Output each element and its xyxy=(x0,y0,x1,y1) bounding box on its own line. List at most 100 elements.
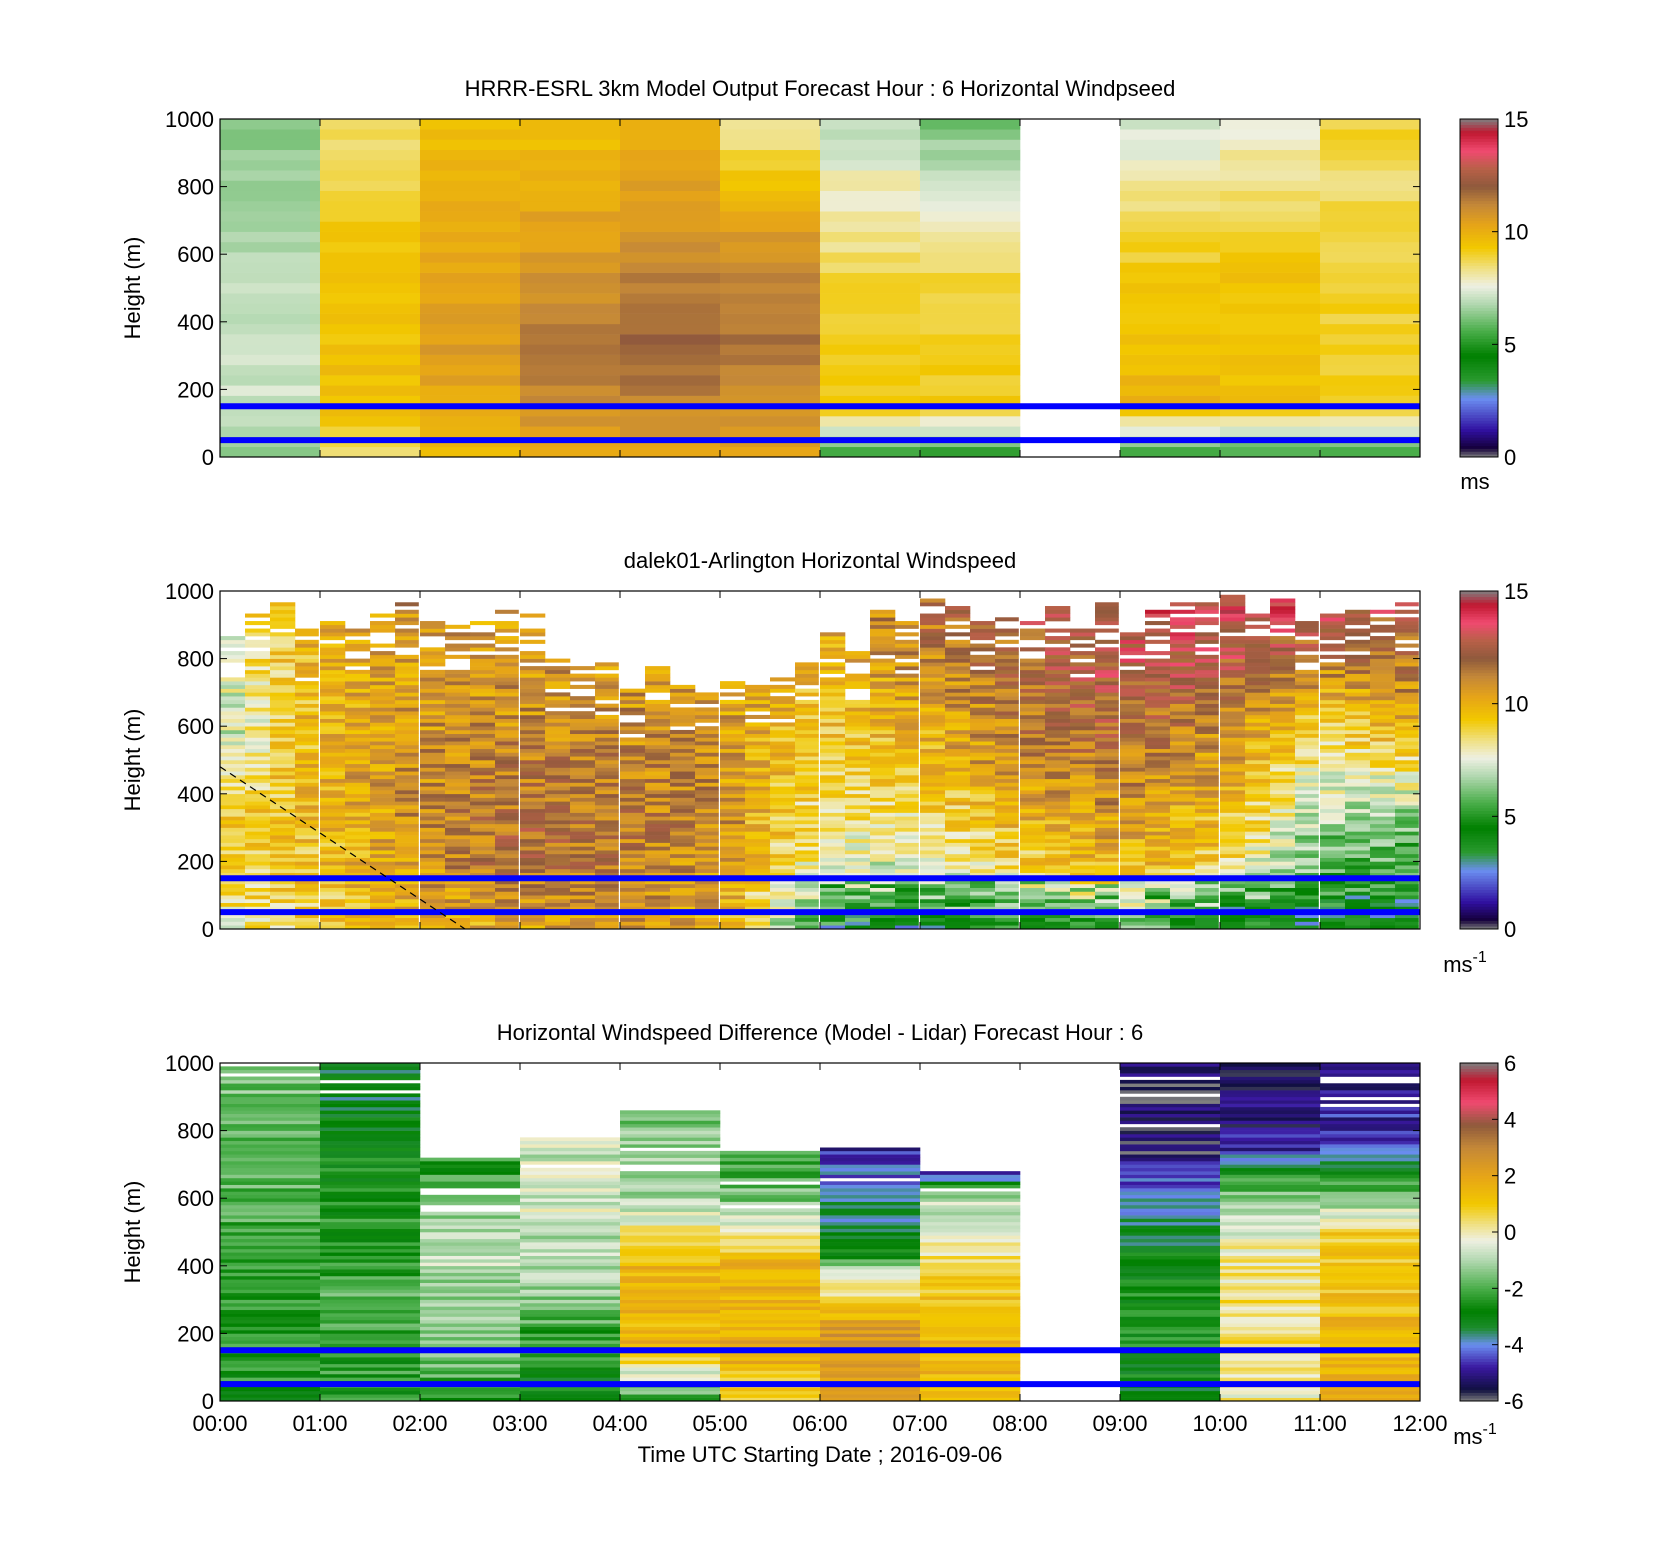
heatmap-cell xyxy=(420,857,446,862)
colorbar-frame xyxy=(1459,590,1499,930)
heatmap-cell xyxy=(1195,669,1219,674)
heatmap-cell xyxy=(1145,883,1171,888)
heatmap-cell xyxy=(295,711,319,716)
heatmap-cell xyxy=(345,778,371,783)
heatmap-cell xyxy=(570,744,596,750)
heatmap-cell xyxy=(420,426,521,437)
heatmap-cell xyxy=(970,744,996,750)
heatmap-cell xyxy=(1170,782,1196,787)
heatmap-cell xyxy=(220,827,246,832)
heatmap-cell xyxy=(695,898,719,904)
heatmap-cells xyxy=(220,119,1421,458)
colorbar-segment xyxy=(1460,364,1498,368)
heatmap-cell xyxy=(470,666,496,671)
heatmap-cell xyxy=(1320,921,1346,926)
heatmap-cell xyxy=(570,703,596,708)
heatmap-cell xyxy=(220,293,321,304)
heatmap-cell xyxy=(820,651,846,656)
heatmap-cell xyxy=(1070,651,1096,656)
heatmap-cell xyxy=(1295,752,1319,757)
heatmap-cell xyxy=(1395,820,1419,825)
heatmap-cell xyxy=(220,1316,321,1321)
colorbar-segment xyxy=(1460,723,1498,727)
colorbar-segment xyxy=(1460,650,1498,654)
heatmap-cell xyxy=(1395,827,1419,832)
heatmap-cell xyxy=(220,1306,321,1311)
heatmap-cell xyxy=(820,1208,921,1213)
heatmap-cell xyxy=(820,426,921,437)
heatmap-cell xyxy=(1295,733,1319,738)
heatmap-cell xyxy=(445,793,471,798)
heatmap-cell xyxy=(570,718,596,723)
heatmap-cell xyxy=(420,1167,521,1172)
heatmap-cell xyxy=(620,696,646,701)
heatmap-cell xyxy=(520,729,546,735)
heatmap-cell xyxy=(795,865,819,870)
heatmap-cell xyxy=(520,262,621,273)
heatmap-cell xyxy=(520,793,546,798)
heatmap-cell xyxy=(695,741,719,746)
heatmap-cell xyxy=(970,921,996,926)
colorbar-frame xyxy=(1459,118,1499,458)
heatmap-cell xyxy=(1020,925,1046,930)
heatmap-cell xyxy=(320,241,421,253)
heatmap-cell xyxy=(1070,760,1096,765)
heatmap-cell xyxy=(1395,699,1419,704)
heatmap-cell xyxy=(520,722,546,727)
heatmap-cell xyxy=(820,801,846,806)
heatmap-cell xyxy=(995,857,1019,862)
heatmap-cell xyxy=(945,902,971,907)
heatmap-cell xyxy=(1070,699,1096,704)
heatmap-cell xyxy=(795,925,819,930)
heatmap-cell xyxy=(1320,752,1346,757)
heatmap-cell xyxy=(1220,692,1246,697)
heatmap-cell xyxy=(1395,853,1419,858)
heatmap-cell xyxy=(970,763,996,768)
heatmap-cell xyxy=(1120,446,1221,458)
heatmap-cell xyxy=(420,1259,521,1263)
heatmap-cell xyxy=(1320,895,1346,900)
heatmap-cell xyxy=(1170,895,1196,900)
heatmap-cell xyxy=(245,898,271,904)
colorbar-segment xyxy=(1460,316,1498,320)
heatmap-cell xyxy=(720,1289,821,1294)
heatmap-cell xyxy=(1370,921,1396,926)
heatmap-cell xyxy=(1095,868,1119,873)
heatmap-cell xyxy=(320,293,421,304)
heatmap-cell xyxy=(320,1252,421,1256)
heatmap-cell xyxy=(395,823,419,828)
heatmap-cell xyxy=(620,692,646,697)
heatmap-cell xyxy=(320,1100,421,1104)
heatmap-cell xyxy=(1020,895,1046,900)
heatmap-cell xyxy=(520,820,546,825)
heatmap-cell xyxy=(1370,831,1396,836)
heatmap-cell xyxy=(945,872,971,877)
heatmap-cell xyxy=(995,737,1019,742)
heatmap-cell xyxy=(520,666,546,671)
heatmap-cell xyxy=(820,323,921,335)
heatmap-cell xyxy=(1245,883,1271,888)
heatmap-cell xyxy=(620,262,721,273)
colorbar-segment xyxy=(1460,147,1498,151)
heatmap-cell xyxy=(670,850,696,855)
heatmap-cell xyxy=(1370,827,1396,832)
heatmap-cell xyxy=(345,662,371,667)
heatmap-cell xyxy=(320,1198,421,1202)
heatmap-cell xyxy=(1220,711,1246,716)
heatmap-cell xyxy=(1120,282,1221,294)
colorbar-segment xyxy=(1460,386,1498,390)
heatmap-cell xyxy=(620,1397,721,1402)
heatmap-cell xyxy=(220,1147,321,1152)
heatmap-cell xyxy=(520,1201,621,1206)
heatmap-cell xyxy=(295,696,319,701)
heatmap-cell xyxy=(370,853,396,858)
heatmap-cell xyxy=(820,688,846,693)
heatmap-cell xyxy=(620,1184,721,1189)
heatmap-cell xyxy=(620,1370,721,1375)
heatmap-cell xyxy=(1320,364,1421,376)
panel-lidar: dalek01-Arlington Horizontal Windspeed 0… xyxy=(120,548,1528,977)
heatmap-cell xyxy=(745,744,771,750)
heatmap-cell xyxy=(370,744,396,750)
heatmap-cell xyxy=(445,880,471,885)
heatmap-cell xyxy=(820,1282,921,1287)
